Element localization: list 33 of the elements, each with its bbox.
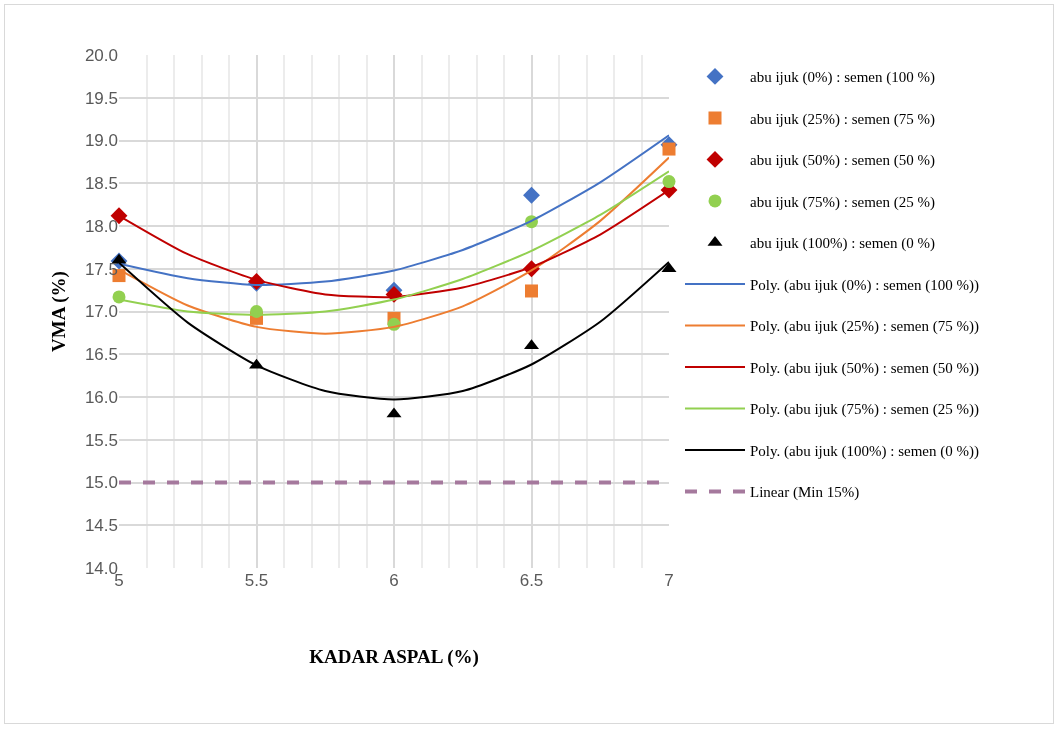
legend-label: Linear (Min 15%)	[750, 484, 860, 502]
legend-label: Poly. (abu ijuk (25%) : semen (75 %))	[750, 318, 979, 336]
legend-label: abu ijuk (50%) : semen (50 %)	[750, 152, 935, 170]
legend-label: abu ijuk (100%) : semen (0 %)	[750, 235, 935, 253]
point	[523, 186, 540, 204]
x-axis-title: KADAR ASPAL (%)	[309, 645, 479, 668]
legend-label: abu ijuk (75%) : semen (25 %)	[750, 193, 935, 211]
y-tick-label: 19.5	[84, 88, 118, 108]
y-tick-label: 14.5	[84, 516, 118, 536]
y-tick-label: 16.5	[84, 345, 118, 365]
legend-label: Poly. (abu ijuk (75%) : semen (25 %))	[750, 401, 979, 419]
x-tick-label: 6.5	[519, 571, 544, 590]
y-tick-label: 19.0	[84, 131, 118, 151]
y-axis-title: VMA (%)	[47, 271, 70, 352]
y-tick-label: 16.0	[84, 387, 118, 407]
point	[525, 284, 538, 298]
y-tick-label: 15.5	[84, 430, 118, 450]
y-tick-label: 18.0	[84, 216, 118, 236]
y-tick-label: 17.0	[84, 302, 118, 322]
x-tick-label: 5.5	[244, 571, 269, 590]
y-tick-label: 17.5	[84, 259, 118, 279]
x-tick-label: 7	[664, 571, 674, 590]
legend-label: abu ijuk (25%) : semen (75 %)	[750, 110, 935, 128]
point	[662, 175, 676, 189]
y-tick-label: 18.5	[84, 174, 118, 194]
legend-label: Poly. (abu ijuk (100%) : semen (0 %))	[750, 442, 979, 460]
y-tick-label: 20.0	[84, 45, 118, 65]
x-tick-label: 6	[389, 571, 399, 590]
legend-label: abu ijuk (0%) : semen (100 %)	[750, 69, 935, 87]
legend-label: Poly. (abu ijuk (50%) : semen (50 %))	[750, 359, 979, 377]
y-tick-label: 15.0	[84, 473, 118, 493]
point	[662, 142, 676, 156]
legend-label: Poly. (abu ijuk (0%) : semen (100 %))	[750, 276, 979, 294]
